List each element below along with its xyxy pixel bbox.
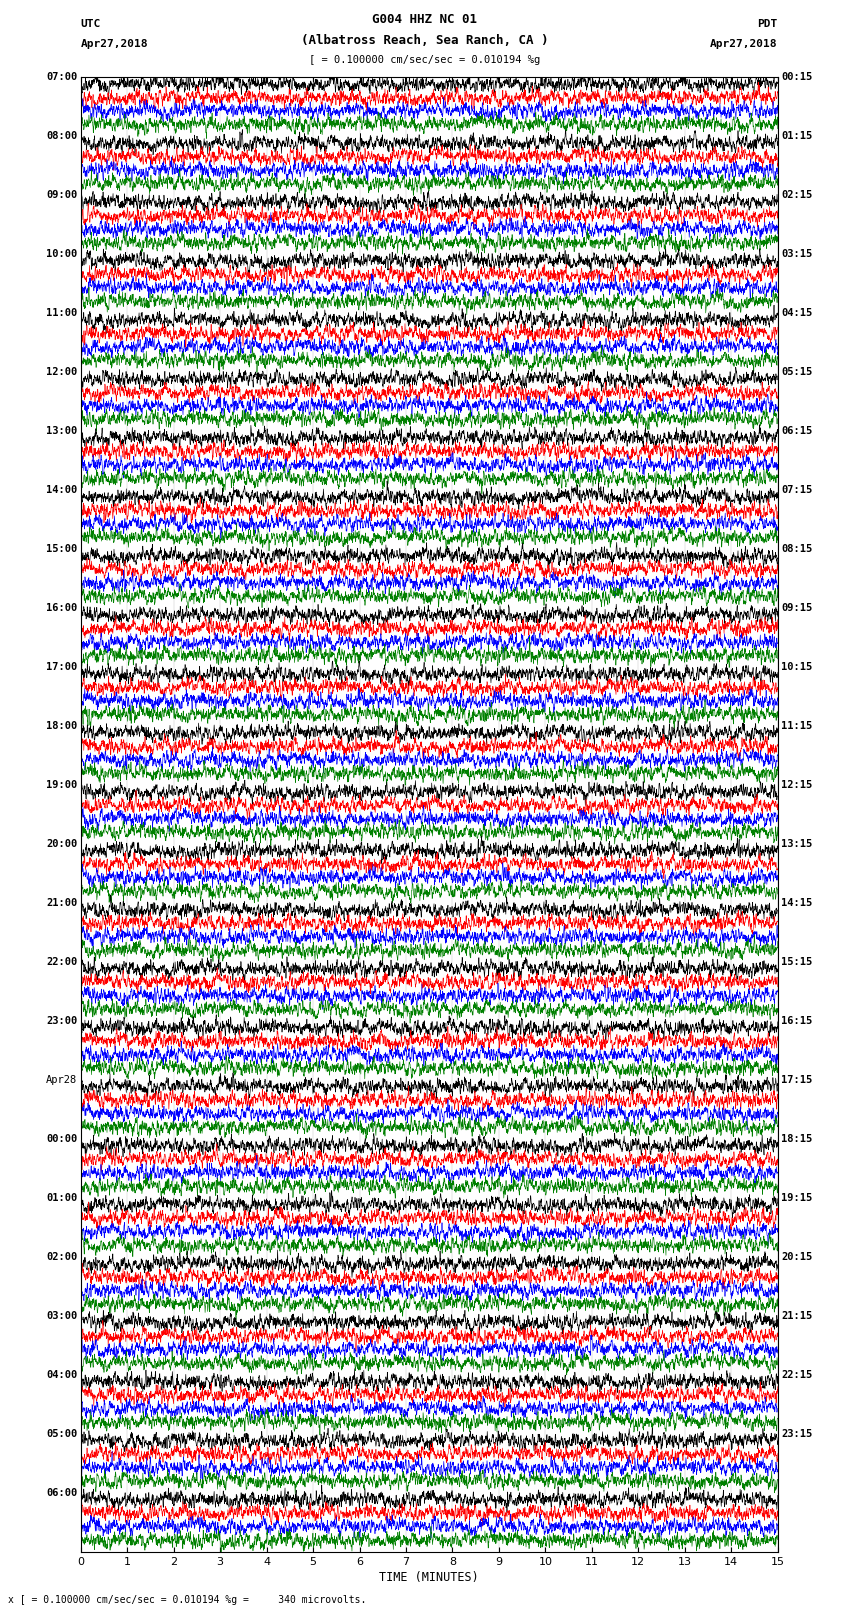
Text: 18:00: 18:00 — [46, 721, 77, 731]
Text: 03:00: 03:00 — [46, 1311, 77, 1321]
Text: 12:00: 12:00 — [46, 368, 77, 377]
Text: 02:15: 02:15 — [781, 190, 813, 200]
Text: 03:15: 03:15 — [781, 250, 813, 260]
Text: 18:15: 18:15 — [781, 1134, 813, 1144]
Text: 09:15: 09:15 — [781, 603, 813, 613]
Text: 00:15: 00:15 — [781, 73, 813, 82]
Text: PDT: PDT — [757, 19, 778, 29]
Text: 22:00: 22:00 — [46, 957, 77, 966]
Text: 19:15: 19:15 — [781, 1194, 813, 1203]
Text: 09:00: 09:00 — [46, 190, 77, 200]
Text: 12:15: 12:15 — [781, 781, 813, 790]
Text: Apr27,2018: Apr27,2018 — [81, 39, 148, 48]
Text: 14:15: 14:15 — [781, 898, 813, 908]
Text: G004 HHZ NC 01: G004 HHZ NC 01 — [372, 13, 478, 26]
Text: 21:00: 21:00 — [46, 898, 77, 908]
Text: [ = 0.100000 cm/sec/sec = 0.010194 %g: [ = 0.100000 cm/sec/sec = 0.010194 %g — [309, 55, 541, 65]
Text: 06:00: 06:00 — [46, 1487, 77, 1498]
Text: 04:15: 04:15 — [781, 308, 813, 318]
Text: 07:15: 07:15 — [781, 486, 813, 495]
Text: 05:00: 05:00 — [46, 1429, 77, 1439]
Text: 10:15: 10:15 — [781, 663, 813, 673]
Text: Apr28: Apr28 — [46, 1074, 77, 1086]
Text: 15:15: 15:15 — [781, 957, 813, 966]
Text: 17:00: 17:00 — [46, 663, 77, 673]
Text: 23:00: 23:00 — [46, 1016, 77, 1026]
Text: 05:15: 05:15 — [781, 368, 813, 377]
Text: 21:15: 21:15 — [781, 1311, 813, 1321]
Text: UTC: UTC — [81, 19, 101, 29]
Text: 13:15: 13:15 — [781, 839, 813, 848]
Text: 20:15: 20:15 — [781, 1252, 813, 1261]
Text: 15:00: 15:00 — [46, 544, 77, 555]
Text: 22:15: 22:15 — [781, 1369, 813, 1379]
Text: 23:15: 23:15 — [781, 1429, 813, 1439]
Text: 16:00: 16:00 — [46, 603, 77, 613]
Text: 04:00: 04:00 — [46, 1369, 77, 1379]
Text: 07:00: 07:00 — [46, 73, 77, 82]
Text: 08:00: 08:00 — [46, 131, 77, 142]
Text: 01:15: 01:15 — [781, 131, 813, 142]
Text: 08:15: 08:15 — [781, 544, 813, 555]
Text: 06:15: 06:15 — [781, 426, 813, 436]
Text: 19:00: 19:00 — [46, 781, 77, 790]
Text: 11:15: 11:15 — [781, 721, 813, 731]
Text: 13:00: 13:00 — [46, 426, 77, 436]
Text: 20:00: 20:00 — [46, 839, 77, 848]
Text: (Albatross Reach, Sea Ranch, CA ): (Albatross Reach, Sea Ranch, CA ) — [301, 34, 549, 47]
X-axis label: TIME (MINUTES): TIME (MINUTES) — [379, 1571, 479, 1584]
Text: 16:15: 16:15 — [781, 1016, 813, 1026]
Text: 14:00: 14:00 — [46, 486, 77, 495]
Text: 10:00: 10:00 — [46, 250, 77, 260]
Text: x [ = 0.100000 cm/sec/sec = 0.010194 %g =     340 microvolts.: x [ = 0.100000 cm/sec/sec = 0.010194 %g … — [8, 1595, 367, 1605]
Text: 11:00: 11:00 — [46, 308, 77, 318]
Text: 01:00: 01:00 — [46, 1194, 77, 1203]
Text: 17:15: 17:15 — [781, 1074, 813, 1086]
Text: 02:00: 02:00 — [46, 1252, 77, 1261]
Text: Apr27,2018: Apr27,2018 — [711, 39, 778, 48]
Text: 00:00: 00:00 — [46, 1134, 77, 1144]
